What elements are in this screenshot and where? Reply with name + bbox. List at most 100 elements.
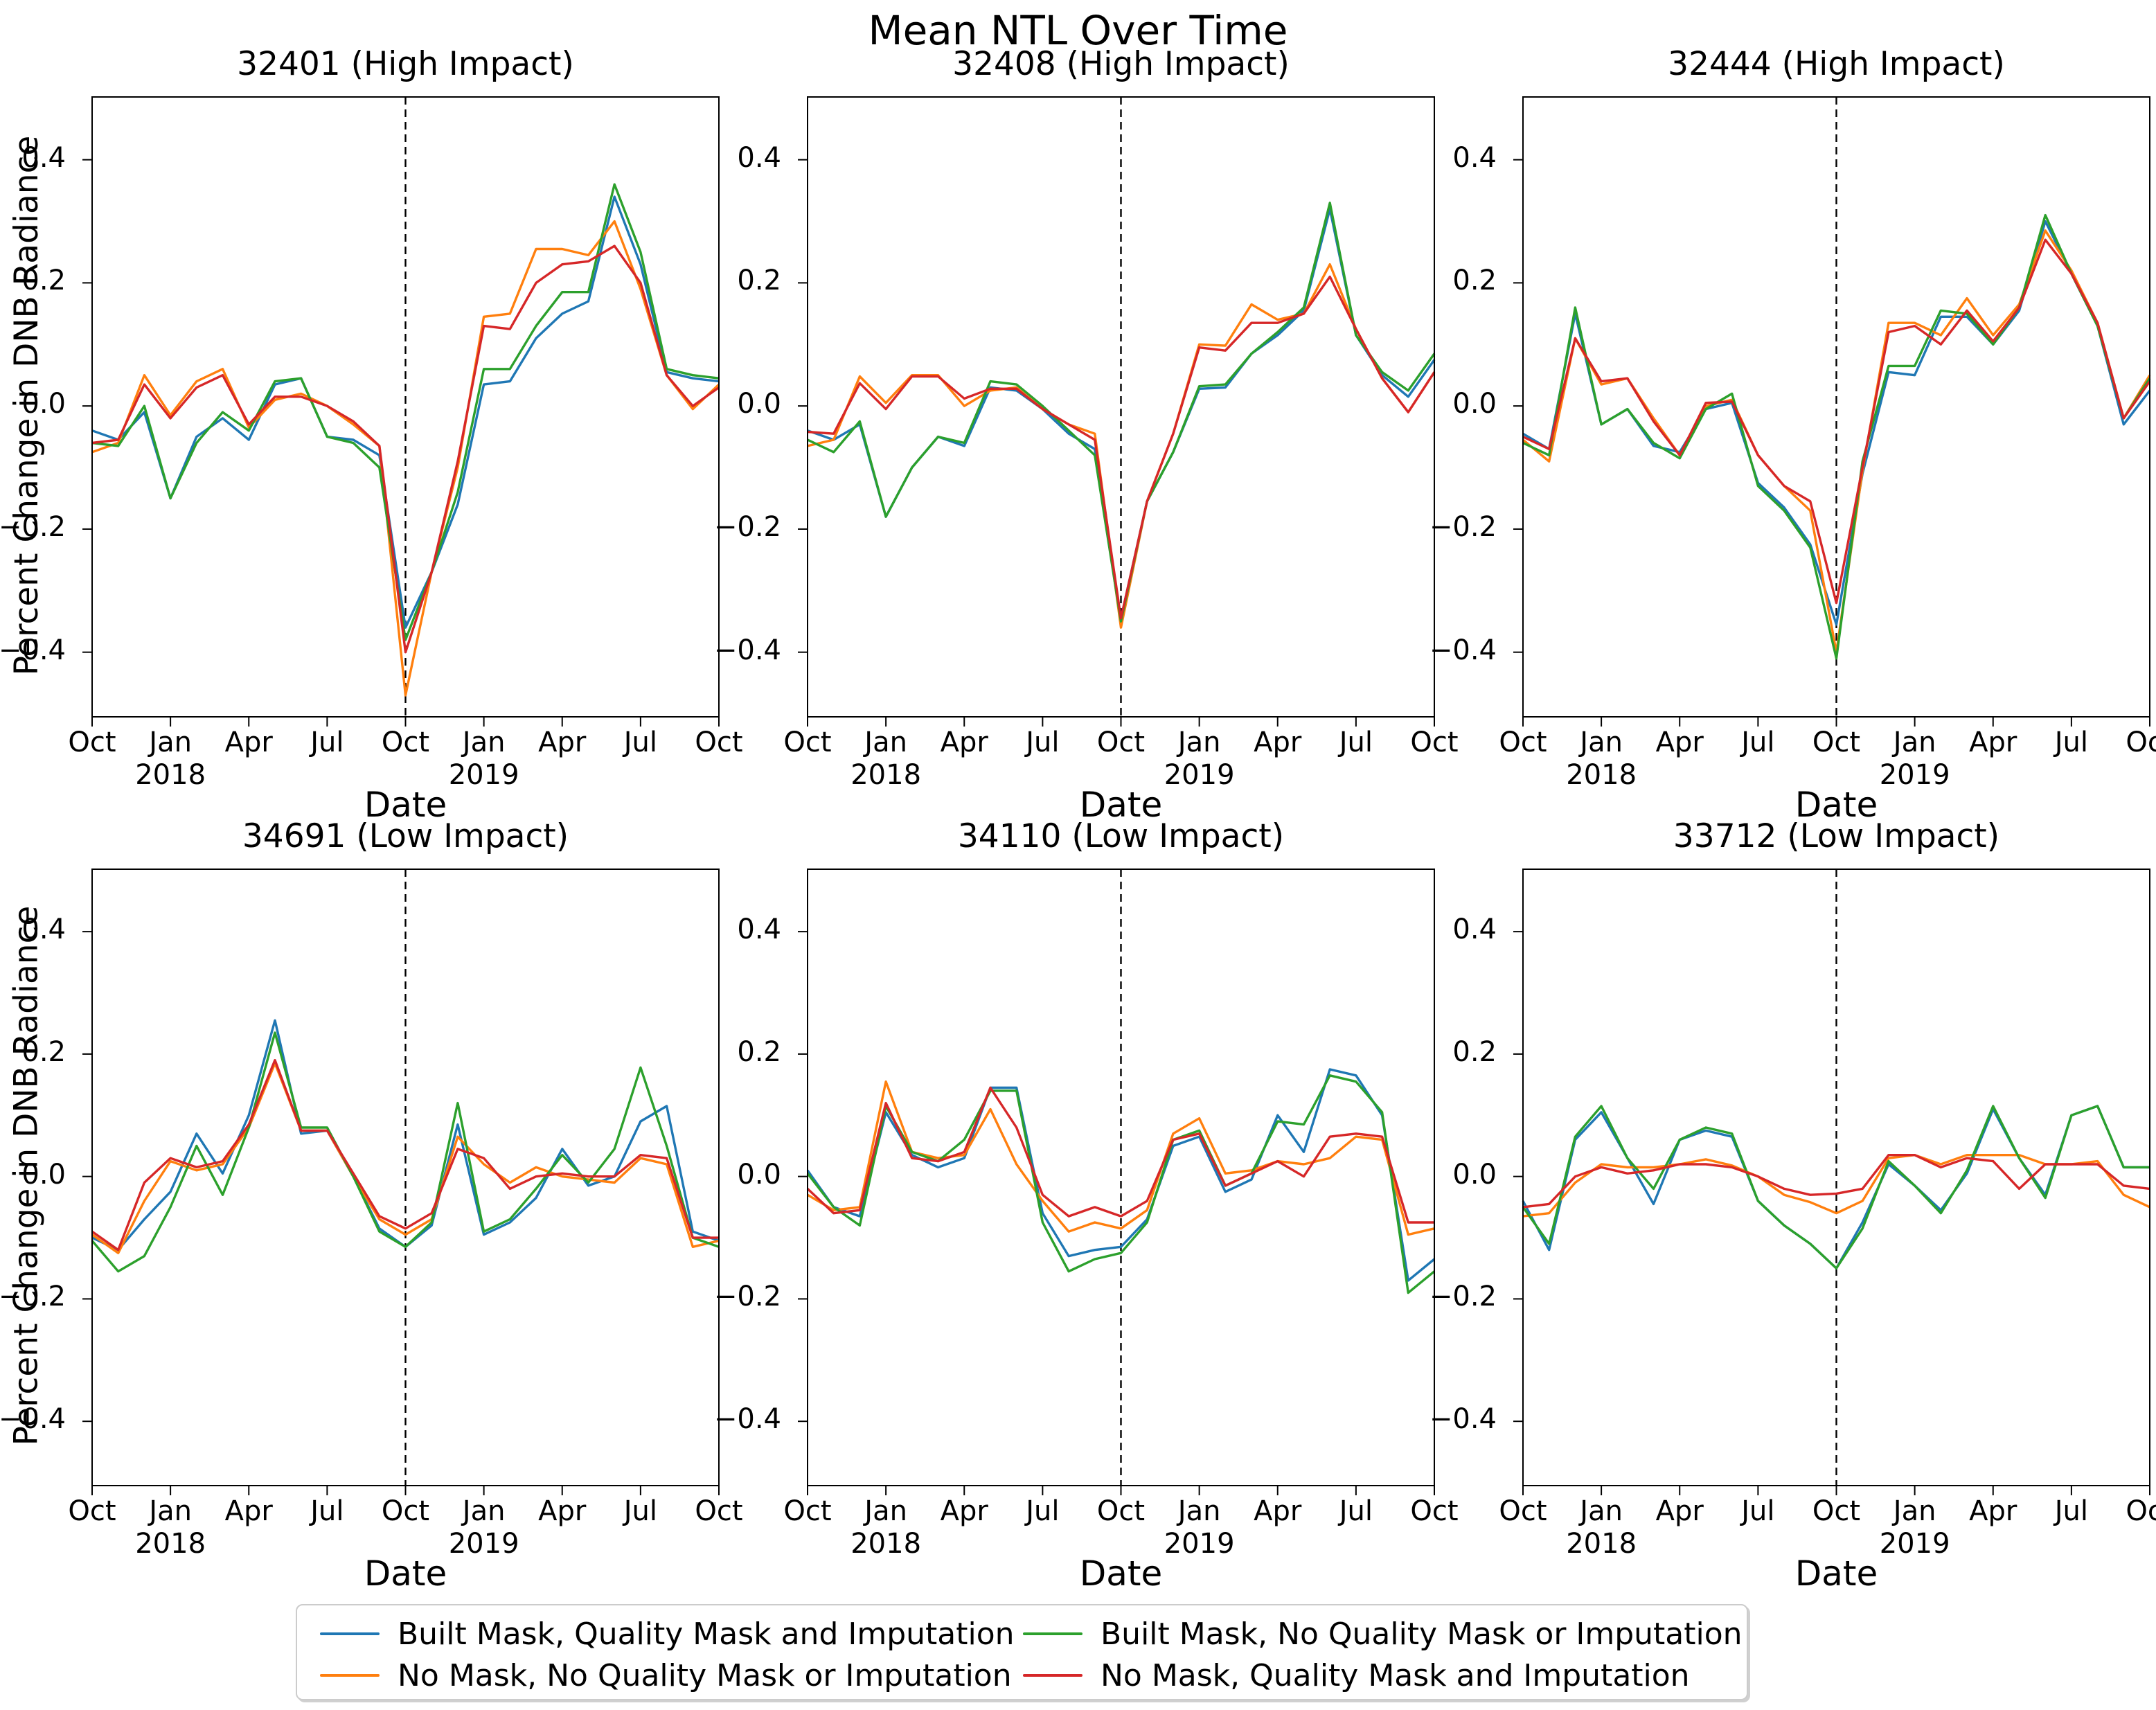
- y-tick-label: 0.4: [1452, 141, 1497, 174]
- legend-line-sample-red: [1023, 1674, 1083, 1677]
- x-tick-label: Oct: [1812, 727, 1861, 758]
- y-tick-label: 0.4: [737, 914, 781, 946]
- x-tick-label: Jul: [1339, 1495, 1373, 1527]
- y-tick-label: 0.0: [1452, 1158, 1497, 1191]
- series-line-2: [91, 183, 720, 641]
- subplot-title: 32408 (High Impact): [952, 45, 1290, 83]
- y-tick-label: −0.4: [713, 634, 781, 666]
- series-line-2: [807, 202, 1436, 623]
- x-axis-label: Date: [1794, 785, 1878, 825]
- x-tick-label: Jul: [2054, 727, 2088, 758]
- series-line-3: [91, 1059, 719, 1252]
- y-tick-label: −0.2: [713, 510, 781, 543]
- y-tick-label: 0.0: [737, 388, 781, 420]
- legend-label: Built Mask, Quality Mask and Imputation: [398, 1617, 1015, 1652]
- x-tick-year-label: 2018: [850, 1528, 922, 1560]
- x-tick-label: Oct: [1499, 1495, 1547, 1527]
- legend-label: No Mask, No Quality Mask or Imputation: [398, 1658, 1012, 1693]
- x-tick-label: Jul: [2054, 1495, 2088, 1527]
- x-tick-label: Jul: [310, 727, 344, 758]
- legend: Built Mask, Quality Mask and Imputation …: [296, 1604, 1748, 1700]
- subplot-title: 32401 (High Impact): [237, 45, 574, 83]
- x-tick-year-label: 2019: [1879, 1528, 1950, 1560]
- x-tick-label: Oct: [695, 1495, 743, 1527]
- x-tick-label: Jul: [1741, 727, 1775, 758]
- series-line-2: [91, 1031, 720, 1273]
- x-tick-year-label: 2019: [1164, 759, 1235, 791]
- series-line-3: [1522, 1154, 2150, 1209]
- x-tick-label: Apr: [538, 727, 587, 758]
- x-tick-label: Oct: [68, 1495, 116, 1527]
- y-tick-label: −0.2: [0, 510, 66, 543]
- series-line-0: [806, 1068, 1436, 1282]
- x-tick-label: Oct: [381, 727, 430, 758]
- x-tick-year-label: 2018: [1566, 1528, 1637, 1560]
- plot-area: [1513, 869, 2150, 1495]
- x-tick-year-label: 2019: [448, 1528, 519, 1560]
- y-tick-label: −0.4: [0, 634, 66, 666]
- legend-item: No Mask, Quality Mask and Imputation: [1023, 1659, 1743, 1693]
- legend-line-sample-orange: [320, 1674, 380, 1677]
- subplot-title: 33712 (Low Impact): [1673, 817, 2000, 855]
- legend-item: Built Mask, Quality Mask and Imputation: [320, 1617, 1015, 1652]
- x-tick-label: Jul: [623, 727, 657, 758]
- series-line-2: [806, 1074, 1436, 1294]
- subplot-title: 34691 (Low Impact): [242, 817, 569, 855]
- x-axis-label: Date: [1079, 1553, 1163, 1594]
- series-line-1: [91, 1062, 720, 1254]
- plot-area: [1513, 96, 2151, 727]
- x-tick-label: Oct: [1410, 1495, 1459, 1527]
- series-line-3: [1522, 238, 2151, 605]
- x-tick-label: Oct: [2126, 1495, 2156, 1527]
- legend-item: No Mask, No Quality Mask or Imputation: [320, 1659, 1012, 1693]
- x-tick-label: Jan: [1580, 1495, 1623, 1527]
- x-tick-label: Oct: [783, 1495, 832, 1527]
- y-tick-label: −0.4: [1429, 1403, 1497, 1436]
- x-tick-label: Apr: [940, 1495, 988, 1527]
- x-tick-label: Oct: [2126, 727, 2156, 758]
- y-tick-label: −0.2: [713, 1281, 781, 1313]
- legend-line-sample-blue: [320, 1632, 380, 1635]
- series-line-3: [91, 244, 720, 654]
- y-tick-label: 0.2: [737, 265, 781, 297]
- y-tick-label: 0.4: [21, 914, 66, 946]
- x-tick-label: Apr: [538, 1495, 587, 1527]
- x-tick-label: Oct: [1096, 727, 1146, 758]
- subplot-title: 32444 (High Impact): [1668, 45, 2005, 83]
- y-tick-label: 0.2: [737, 1035, 781, 1068]
- series-line-3: [807, 275, 1436, 620]
- y-tick-label: 0.2: [1452, 1035, 1497, 1068]
- legend-item: Built Mask, No Quality Mask or Imputatio…: [1023, 1617, 1743, 1652]
- y-tick-label: −0.2: [0, 1281, 66, 1313]
- x-axis-label: Date: [1079, 785, 1163, 825]
- y-tick-label: 0.2: [1452, 265, 1497, 297]
- x-tick-label: Jan: [462, 1495, 506, 1527]
- legend-label: Built Mask, No Quality Mask or Imputatio…: [1101, 1617, 1743, 1652]
- x-tick-label: Jan: [864, 1495, 907, 1527]
- y-tick-label: 0.2: [21, 1035, 66, 1068]
- series-line-1: [91, 220, 720, 697]
- x-tick-label: Apr: [1254, 727, 1302, 758]
- plot-area: [82, 96, 720, 727]
- x-tick-year-label: 2019: [1879, 759, 1950, 791]
- x-tick-label: Apr: [1969, 1495, 2017, 1527]
- x-tick-label: Oct: [783, 727, 832, 758]
- series-line-2: [1522, 1105, 2150, 1270]
- x-tick-label: Jul: [623, 1495, 657, 1527]
- x-tick-label: Oct: [1499, 727, 1547, 758]
- series-line-3: [806, 1086, 1434, 1224]
- x-tick-year-label: 2019: [1164, 1528, 1235, 1560]
- x-tick-label: Apr: [940, 727, 988, 758]
- y-tick-label: −0.4: [713, 1403, 781, 1436]
- x-tick-label: Apr: [224, 727, 273, 758]
- x-tick-label: Jul: [310, 1495, 344, 1527]
- x-tick-label: Jul: [1741, 1495, 1775, 1527]
- x-tick-label: Oct: [1410, 727, 1459, 758]
- plot-area: [82, 869, 720, 1495]
- y-tick-label: 0.4: [21, 141, 66, 174]
- x-tick-label: Apr: [1655, 1495, 1704, 1527]
- x-tick-label: Jan: [1177, 1495, 1221, 1527]
- y-tick-label: 0.4: [737, 141, 781, 174]
- x-axis-label: Date: [364, 785, 447, 825]
